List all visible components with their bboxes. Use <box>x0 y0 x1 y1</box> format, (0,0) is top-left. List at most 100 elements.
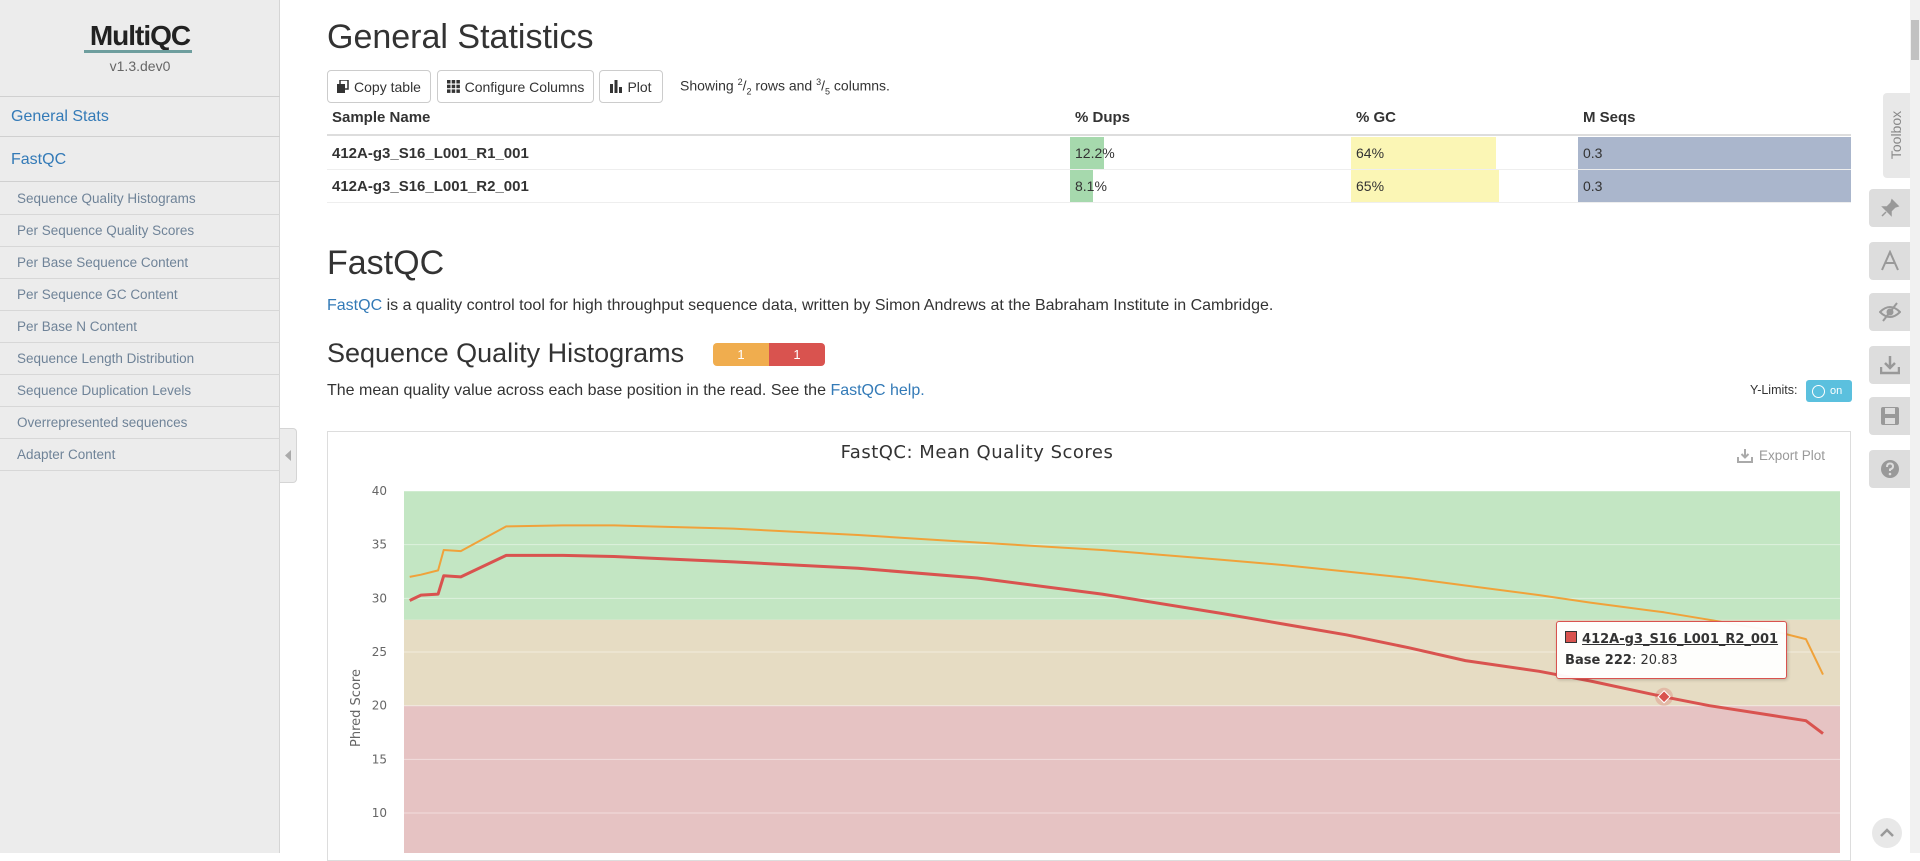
chevron-icon <box>1880 828 1894 837</box>
tooltip-swatch <box>1565 630 1578 643</box>
cell-bar <box>1578 137 1851 169</box>
table-cell: 8.1% <box>1070 170 1351 202</box>
bar-icon <box>610 80 623 93</box>
nav-link[interactable]: FastQC <box>0 138 280 182</box>
subnav-link[interactable]: Per Sequence GC Content <box>0 279 280 311</box>
subnav-link[interactable]: Per Base Sequence Content <box>0 247 280 279</box>
cell-bar <box>1070 137 1105 169</box>
subnav-link[interactable]: Sequence Quality Histograms <box>0 183 280 215</box>
num: 5 <box>825 86 831 97</box>
subnav-link[interactable]: Sequence Duplication Levels <box>0 375 280 407</box>
tooltip-series: 412A-g3_S16_L001_R2_001 <box>1565 629 1778 650</box>
showing-info: Showing 2/2 rows and 3/5 columns. <box>680 77 890 97</box>
tooltip: 412A-g3_S16_L001_R2_001 Base 222: 20.83 <box>1556 620 1788 679</box>
warning-badge[interactable]: 1 <box>713 343 769 366</box>
nav-link[interactable]: General Stats <box>0 96 280 137</box>
sample-name: 412A-g3_S16_L001_R2_001 <box>327 170 1070 202</box>
export-icon <box>1737 449 1753 463</box>
y-tick-label: 25 <box>372 645 387 659</box>
logo-underline <box>84 50 192 53</box>
help-icon <box>1880 460 1899 478</box>
y-tick-label: 20 <box>372 699 387 713</box>
cell-text: 65% <box>1356 178 1385 194</box>
row-rule <box>327 202 1851 203</box>
text: Showing <box>680 77 734 94</box>
cell-text: 412A-g3_S16_L001_R1_001 <box>332 144 529 162</box>
scrollbar[interactable] <box>1910 0 1920 853</box>
cell-text: 0.3 <box>1583 145 1603 161</box>
section-title: General Statistics <box>327 18 594 56</box>
rename-tool[interactable] <box>1869 242 1910 280</box>
num: 2 <box>746 86 752 97</box>
series-line <box>409 524 1824 676</box>
highlight-tool[interactable] <box>1869 189 1910 227</box>
fail-badge[interactable]: 1 <box>769 343 825 366</box>
subnav-link[interactable]: Adapter Content <box>0 439 280 471</box>
copy-icon <box>337 80 349 93</box>
text: The mean quality value across each base … <box>327 382 826 399</box>
table-cell: 0.3 <box>1578 137 1851 169</box>
hide-tool[interactable] <box>1869 293 1910 331</box>
tooltip-label: Base 222 <box>1565 652 1632 668</box>
button-label: Configure Columns <box>464 78 585 95</box>
chart-title: FastQC: Mean Quality Scores <box>841 442 1114 463</box>
ylimits-toggle[interactable]: on <box>1806 380 1852 402</box>
text: is a quality control tool for high throu… <box>386 297 1274 314</box>
scroll-thumb[interactable] <box>1911 20 1919 60</box>
plot-band <box>404 705 1840 853</box>
logo[interactable]: MultiQC <box>89 20 191 51</box>
subnav-link[interactable]: Per Base N Content <box>0 311 280 343</box>
column-header[interactable]: % GC <box>1356 109 1397 126</box>
button-label: Plot <box>627 78 652 95</box>
table-cell: 0.3 <box>1578 170 1851 202</box>
y-axis-label: Phred Score <box>349 669 364 747</box>
button-label: Copy table <box>354 78 421 95</box>
grid-icon <box>446 80 460 93</box>
num: 3 <box>816 77 822 87</box>
y-tick-label: 10 <box>372 806 387 820</box>
y-tick-label: 35 <box>372 538 387 552</box>
column-header[interactable]: M Seqs <box>1583 109 1636 126</box>
subsection-title: Sequence Quality Histograms <box>327 338 685 368</box>
toolbox-tab[interactable]: Toolbox <box>1883 93 1910 178</box>
export-tool[interactable] <box>1869 346 1910 384</box>
copy-button[interactable]: Copy table <box>327 70 431 103</box>
num: 2 <box>737 77 743 87</box>
cell-text: 12.2% <box>1075 145 1115 161</box>
table-header-rule <box>327 134 1851 136</box>
link[interactable]: FastQC help. <box>830 382 925 399</box>
subnav-link[interactable]: Overrepresented sequences <box>0 407 280 439</box>
table-cell: 64% <box>1351 137 1578 169</box>
help-tool[interactable] <box>1869 450 1910 488</box>
row-rule <box>327 169 1851 170</box>
toggle-label: on <box>1830 385 1843 397</box>
font-icon <box>1880 250 1899 271</box>
scroll-top[interactable] <box>1872 818 1902 848</box>
table-cell: 65% <box>1351 170 1578 202</box>
column-header[interactable]: Sample Name <box>332 109 431 126</box>
cell-text: 0.3 <box>1583 178 1603 194</box>
module-description: FastQC is a quality control tool for hig… <box>327 297 1273 315</box>
link[interactable]: FastQC <box>327 297 383 314</box>
configure-button[interactable]: Configure Columns <box>437 70 594 103</box>
sidebar-toggle[interactable] <box>280 428 297 483</box>
export-plot[interactable]: Export Plot <box>1737 448 1825 463</box>
download-icon <box>1879 356 1900 375</box>
text: rows and <box>755 77 813 94</box>
y-tick-label: 40 <box>372 484 387 498</box>
subnav-link[interactable]: Per Sequence Quality Scores <box>0 215 280 247</box>
tooltip-series-name: 412A-g3_S16_L001_R2_001 <box>1582 631 1779 647</box>
text: columns. <box>833 77 890 94</box>
ylimits-label: Y-Limits: <box>1750 383 1798 397</box>
tooltip-value: 20.83 <box>1640 652 1678 668</box>
subnav-link[interactable]: Sequence Length Distribution <box>0 343 280 375</box>
save-tool[interactable] <box>1869 397 1910 435</box>
plot-button[interactable]: Plot <box>599 70 663 103</box>
cell-bar <box>1070 170 1093 202</box>
cell-bar <box>1351 170 1499 202</box>
cell-text: 412A-g3_S16_L001_R2_001 <box>332 177 529 195</box>
table-cell: 12.2% <box>1070 137 1351 169</box>
column-header[interactable]: % Dups <box>1075 109 1131 126</box>
tooltip-value-row: Base 222: 20.83 <box>1565 652 1678 668</box>
